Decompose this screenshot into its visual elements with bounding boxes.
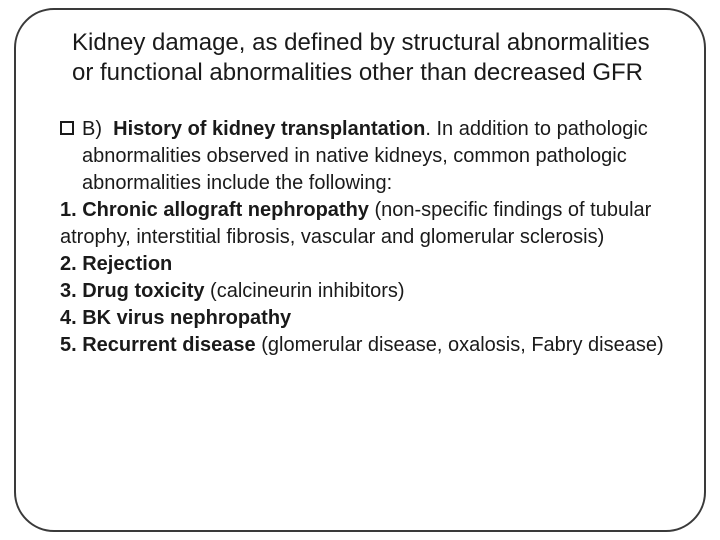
lead-bold-text: History of kidney transplantation <box>113 118 425 140</box>
item5-bold: 5. Recurrent disease <box>60 334 256 356</box>
lead-row: B) History of kidney transplantation. In… <box>60 116 666 197</box>
list-item-5: 5. Recurrent disease (glomerular disease… <box>60 332 666 359</box>
list-item-3: 3. Drug toxicity (calcineurin inhibitors… <box>60 278 666 305</box>
lead-text: B) History of kidney transplantation. In… <box>82 116 666 197</box>
slide-title: Kidney damage, as defined by structural … <box>72 28 656 88</box>
item3-tail: (calcineurin inhibitors) <box>204 280 404 302</box>
item2-bold: 2. Rejection <box>60 253 172 275</box>
slide-content: B) History of kidney transplantation. In… <box>54 116 666 359</box>
list-item-1: 1. Chronic allograft nephropathy (non-sp… <box>60 197 666 251</box>
square-bullet-icon <box>60 121 74 135</box>
item3-bold: 3. Drug toxicity <box>60 280 204 302</box>
item4-bold: 4. BK virus nephropathy <box>60 307 291 329</box>
slide-frame: Kidney damage, as defined by structural … <box>14 8 706 532</box>
item1-bold: 1. Chronic allograft nephropathy <box>60 199 369 221</box>
list-item-2: 2. Rejection <box>60 251 666 278</box>
list-item-4: 4. BK virus nephropathy <box>60 305 666 332</box>
lead-prefix: B) <box>82 118 102 140</box>
item5-tail: (glomerular disease, oxalosis, Fabry dis… <box>256 334 664 356</box>
lead-bold: History of kidney transplantation <box>108 118 426 140</box>
